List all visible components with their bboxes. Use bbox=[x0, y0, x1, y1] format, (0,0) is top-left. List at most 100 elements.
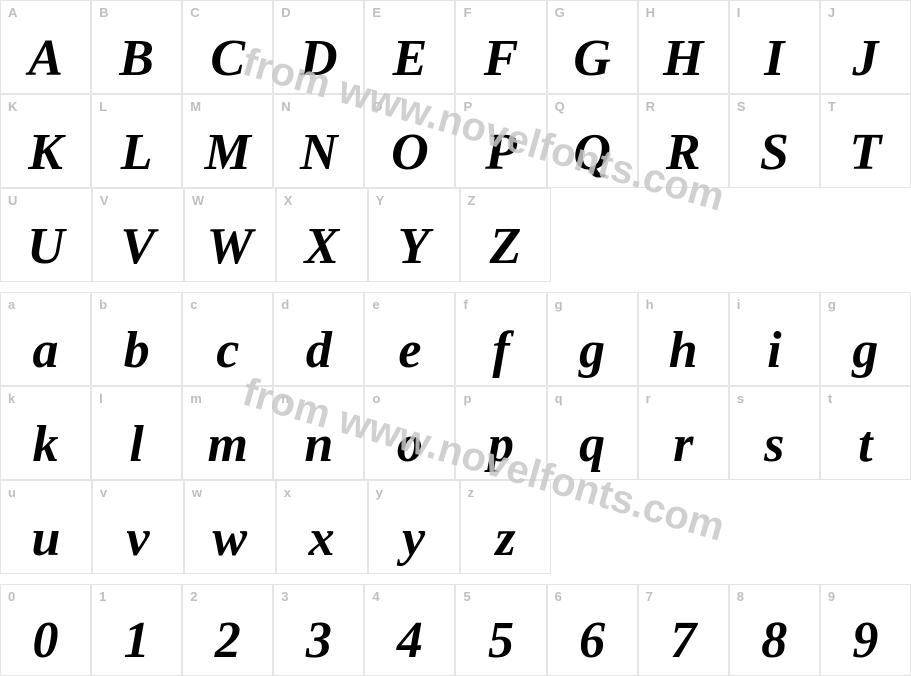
glyph-cell: 3 3 bbox=[273, 584, 364, 676]
cell-glyph: N bbox=[274, 127, 363, 179]
cell-glyph: O bbox=[365, 127, 454, 179]
cell-glyph: Q bbox=[548, 127, 637, 179]
cell-label: Z bbox=[468, 193, 476, 208]
glyph-cell: A A bbox=[0, 0, 91, 94]
glyph-cell: f f bbox=[455, 292, 546, 386]
glyph-cell: l l bbox=[91, 386, 182, 480]
cell-glyph: v bbox=[93, 513, 183, 565]
cell-glyph: b bbox=[92, 325, 181, 377]
lowercase-section: a a b b c c d d e e f f g g h h bbox=[0, 292, 911, 574]
cell-glyph: c bbox=[183, 325, 272, 377]
cell-label: w bbox=[192, 485, 202, 500]
cell-label: r bbox=[646, 391, 651, 406]
cell-glyph: s bbox=[730, 419, 819, 471]
cell-glyph: A bbox=[1, 33, 90, 85]
cell-label: k bbox=[8, 391, 15, 406]
glyph-cell: F F bbox=[455, 0, 546, 94]
glyph-cell: M M bbox=[182, 94, 273, 188]
cell-label: 5 bbox=[463, 589, 470, 604]
cell-label: W bbox=[192, 193, 204, 208]
cell-glyph: f bbox=[456, 325, 545, 377]
cell-glyph: 1 bbox=[92, 615, 181, 667]
cell-label: X bbox=[284, 193, 293, 208]
glyph-cell-empty bbox=[551, 188, 641, 282]
cell-label: i bbox=[737, 297, 741, 312]
cell-glyph: 9 bbox=[821, 615, 910, 667]
cell-label: y bbox=[376, 485, 383, 500]
glyph-cell: 9 9 bbox=[820, 584, 911, 676]
glyph-cell: i i bbox=[729, 292, 820, 386]
glyph-cell: 1 1 bbox=[91, 584, 182, 676]
glyph-cell: H H bbox=[638, 0, 729, 94]
cell-glyph: 2 bbox=[183, 615, 272, 667]
glyph-cell: Y Y bbox=[368, 188, 460, 282]
glyph-cell: o o bbox=[364, 386, 455, 480]
glyph-cell: a a bbox=[0, 292, 91, 386]
cell-label: b bbox=[99, 297, 107, 312]
cell-glyph: i bbox=[730, 325, 819, 377]
cell-glyph: u bbox=[1, 513, 91, 565]
glyph-cell: 8 8 bbox=[729, 584, 820, 676]
glyph-cell: 6 6 bbox=[547, 584, 638, 676]
cell-glyph: k bbox=[1, 419, 90, 471]
cell-glyph: t bbox=[821, 419, 910, 471]
glyph-cell: N N bbox=[273, 94, 364, 188]
cell-label: Y bbox=[376, 193, 385, 208]
cell-glyph: L bbox=[92, 127, 181, 179]
cell-glyph: 8 bbox=[730, 615, 819, 667]
glyph-cell: 7 7 bbox=[638, 584, 729, 676]
cell-glyph: 7 bbox=[639, 615, 728, 667]
cell-label: c bbox=[190, 297, 197, 312]
cell-glyph: p bbox=[456, 419, 545, 471]
glyph-cell: D D bbox=[273, 0, 364, 94]
glyph-cell: R R bbox=[638, 94, 729, 188]
glyph-cell: b b bbox=[91, 292, 182, 386]
cell-label: D bbox=[281, 5, 290, 20]
cell-label: 6 bbox=[555, 589, 562, 604]
glyph-row: A A B B C C D D E E F F G G H H bbox=[0, 0, 911, 94]
glyph-row: a a b b c c d d e e f f g g h h bbox=[0, 292, 911, 386]
glyph-cell: C C bbox=[182, 0, 273, 94]
glyph-cell: e e bbox=[364, 292, 455, 386]
glyph-cell-empty bbox=[821, 188, 911, 282]
cell-label: u bbox=[8, 485, 16, 500]
cell-label: o bbox=[372, 391, 380, 406]
cell-label: A bbox=[8, 5, 17, 20]
glyph-cell: q q bbox=[547, 386, 638, 480]
cell-label: e bbox=[372, 297, 379, 312]
cell-label: m bbox=[190, 391, 202, 406]
glyph-cell: 4 4 bbox=[364, 584, 455, 676]
glyph-cell: p p bbox=[455, 386, 546, 480]
cell-label: Q bbox=[555, 99, 565, 114]
digits-section: 0 0 1 1 2 2 3 3 4 4 5 5 6 6 7 7 bbox=[0, 584, 911, 676]
cell-label: T bbox=[828, 99, 836, 114]
cell-glyph: I bbox=[730, 33, 819, 85]
glyph-cell: E E bbox=[364, 0, 455, 94]
glyph-cell: S S bbox=[729, 94, 820, 188]
cell-label: n bbox=[281, 391, 289, 406]
section-spacer bbox=[0, 574, 911, 584]
cell-label: v bbox=[100, 485, 107, 500]
cell-label: l bbox=[99, 391, 103, 406]
glyph-cell: t t bbox=[820, 386, 911, 480]
cell-glyph: J bbox=[821, 33, 910, 85]
glyph-cell: m m bbox=[182, 386, 273, 480]
glyph-cell: c c bbox=[182, 292, 273, 386]
cell-label: d bbox=[281, 297, 289, 312]
cell-label: p bbox=[463, 391, 471, 406]
cell-label: R bbox=[646, 99, 655, 114]
glyph-cell: r r bbox=[638, 386, 729, 480]
glyph-cell: X X bbox=[276, 188, 368, 282]
cell-glyph: q bbox=[548, 419, 637, 471]
cell-label: h bbox=[646, 297, 654, 312]
cell-glyph: w bbox=[185, 513, 275, 565]
glyph-cell: Q Q bbox=[547, 94, 638, 188]
glyph-cell-empty bbox=[551, 480, 641, 574]
cell-glyph: M bbox=[183, 127, 272, 179]
cell-glyph: l bbox=[92, 419, 181, 471]
cell-label: S bbox=[737, 99, 746, 114]
glyph-cell: O O bbox=[364, 94, 455, 188]
cell-glyph: H bbox=[639, 33, 728, 85]
glyph-cell: K K bbox=[0, 94, 91, 188]
glyph-cell: T T bbox=[820, 94, 911, 188]
